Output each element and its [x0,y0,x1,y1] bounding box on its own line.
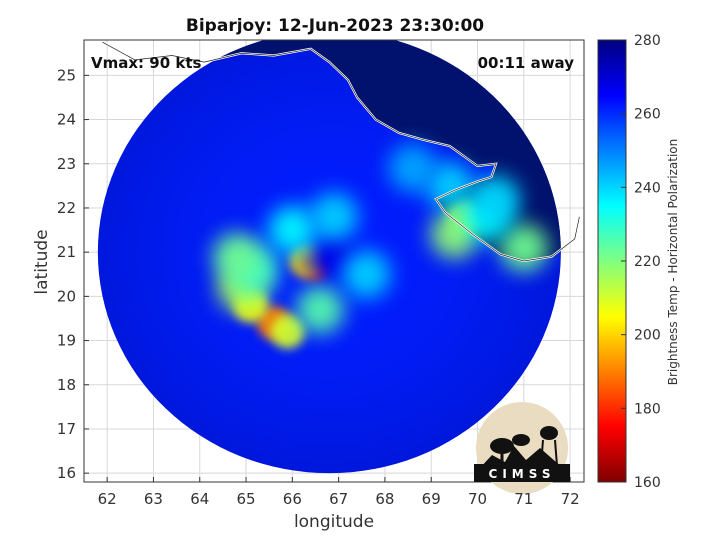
coastline-edge [102,41,580,262]
plot-area: Vmax: 90 kts 00:11 away CIMSS [83,39,585,494]
y-tick-label: 23 [57,155,76,173]
satellite-dish-icon [490,438,514,454]
y-tick-label: 17 [57,420,76,438]
time-away-annotation: 00:11 away [478,54,575,72]
x-tick-label: 66 [283,490,302,508]
logo-text: CIMSS [489,467,556,481]
x-tick-label: 67 [329,490,348,508]
colorbar-tick-label: 260 [634,107,661,123]
storm-feature [268,206,317,255]
satellite-dish-icon-2 [512,434,530,446]
x-tick-label: 63 [144,490,163,508]
storm-feature [270,314,305,349]
colorbar-label: Brightness Temp - Horizontal Polarizatio… [666,139,680,386]
storm-feature [305,232,354,281]
colorbar-tick-label: 200 [634,328,661,344]
y-tick-labels: 16 17 18 19 20 21 22 23 24 25 [57,66,76,482]
swath-layer [97,40,581,474]
colorbar-tick-label: 180 [634,401,661,417]
colorbar-tick-label: 220 [634,254,661,270]
storm-features [212,144,548,349]
x-tick-label: 69 [422,490,441,508]
storm-feature [388,144,437,193]
cimss-logo: CIMSS [474,402,570,494]
colorbar-tick-label: 280 [634,33,661,49]
x-tick-label: 72 [561,490,580,508]
x-tick-label: 71 [514,490,533,508]
y-axis-label: latitude [32,229,52,294]
colorbar-ticks: 160 180 200 220 240 260 280 [621,33,661,491]
storm-feature [342,250,391,299]
x-tick-label: 65 [236,490,255,508]
y-tick-label: 20 [57,287,76,305]
x-tick-label: 70 [468,490,487,508]
y-tick-label: 22 [57,199,76,217]
y-tick-label: 19 [57,332,76,350]
y-tick-label: 16 [57,464,76,482]
x-tick-labels: 62 63 64 65 66 67 68 69 70 71 72 [98,490,580,508]
tower-leg-2 [554,439,558,467]
storm-feature [212,232,261,281]
storm-feature [499,223,548,272]
y-tick-label: 21 [57,243,76,261]
vmax-annotation: Vmax: 90 kts [91,54,201,72]
x-tick-label: 68 [375,490,394,508]
chart-title: Biparjoy: 12-Jun-2023 23:30:00 [186,16,484,36]
y-tick-label: 25 [57,66,76,84]
logo-banner [474,464,570,482]
colorbar-tick-label: 160 [634,475,661,491]
storm-feature [472,175,521,224]
x-tick-label: 62 [98,490,117,508]
colorbar: 160 180 200 220 240 260 280 Brightness Temp - … [597,33,680,491]
tower-leg [540,439,544,467]
y-tick-label: 18 [57,376,76,394]
water-tower-icon [540,426,558,440]
x-tick-label: 64 [190,490,209,508]
x-axis-label: longitude [294,512,374,532]
storm-feature [296,285,345,334]
y-tick-label: 24 [57,111,76,129]
colorbar-tick-label: 240 [634,180,661,196]
storm-feature [310,192,358,241]
plot-frame [83,39,585,483]
